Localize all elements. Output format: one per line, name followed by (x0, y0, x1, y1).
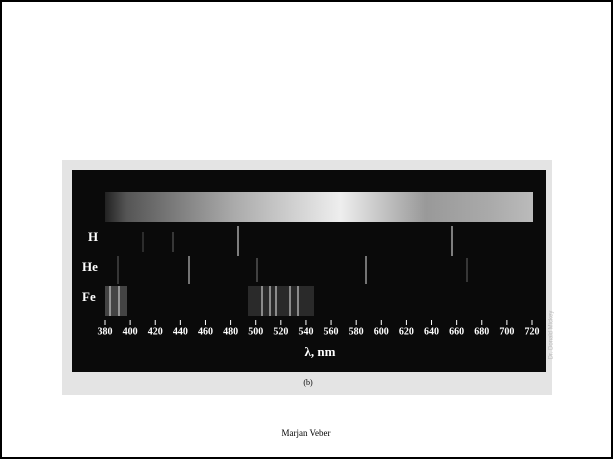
footer: Marjan Veber (281, 428, 330, 438)
tick-label: 600 (374, 326, 389, 337)
tick-label: 540 (298, 326, 313, 337)
tick-label: 560 (324, 326, 339, 337)
row-labels: H He Fe (82, 229, 98, 304)
tick-label: 500 (248, 326, 263, 337)
tick-label: 520 (273, 326, 288, 337)
continuous-spectrum (105, 192, 533, 222)
tick-label: 460 (198, 326, 213, 337)
tick-label: 620 (399, 326, 414, 337)
tick-label: 580 (349, 326, 364, 337)
tick-label: 720 (525, 326, 540, 337)
fe-lines (105, 286, 314, 316)
tick-row: 380 400 420 440 460 480 500 520 540 560 580 600 620 6… (98, 320, 540, 337)
h-lines (142, 226, 453, 256)
credit: Dr. Donald Mickey (549, 311, 555, 360)
tick-label: 680 (474, 326, 489, 337)
tick-label: 380 (98, 326, 113, 337)
tick-label: 660 (449, 326, 464, 337)
tick-label: 640 (424, 326, 439, 337)
row-label: H (88, 229, 98, 244)
row-label: He (82, 259, 98, 274)
tick-label: 440 (173, 326, 188, 337)
tick-label: 400 (123, 326, 138, 337)
axis-label: λ, nm (305, 344, 336, 359)
tick-label: 700 (499, 326, 514, 337)
tick-label: 480 (223, 326, 238, 337)
he-lines (117, 256, 468, 284)
caption: (b) (303, 378, 313, 387)
tick-label: 420 (148, 326, 163, 337)
row-label: Fe (82, 289, 96, 304)
